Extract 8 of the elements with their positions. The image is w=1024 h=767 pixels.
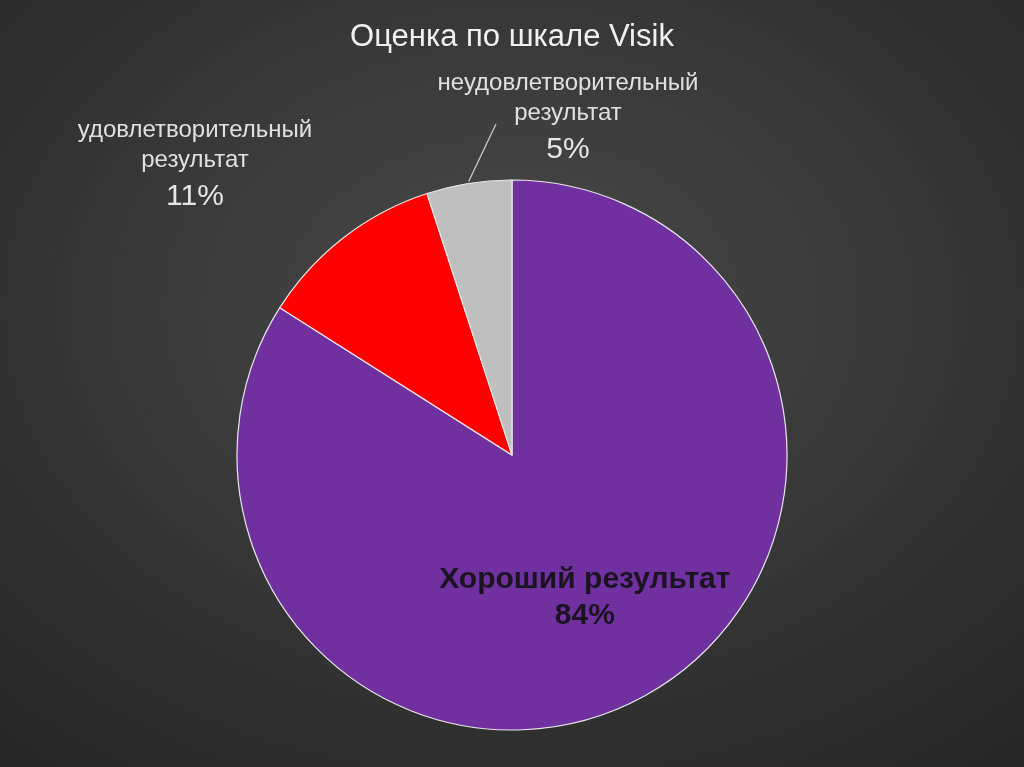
data-label: 5%	[546, 131, 590, 164]
data-label: 84%	[554, 596, 615, 630]
slice-label: Хороший результат	[439, 560, 731, 594]
pie-slice	[236, 179, 788, 731]
data-label: 11%	[166, 178, 224, 211]
chart-title: Оценка по шкале Visik	[350, 18, 675, 53]
slice-label: неудовлетворительный результат	[437, 68, 699, 125]
slice-label: удовлетворительный результат	[77, 115, 313, 172]
